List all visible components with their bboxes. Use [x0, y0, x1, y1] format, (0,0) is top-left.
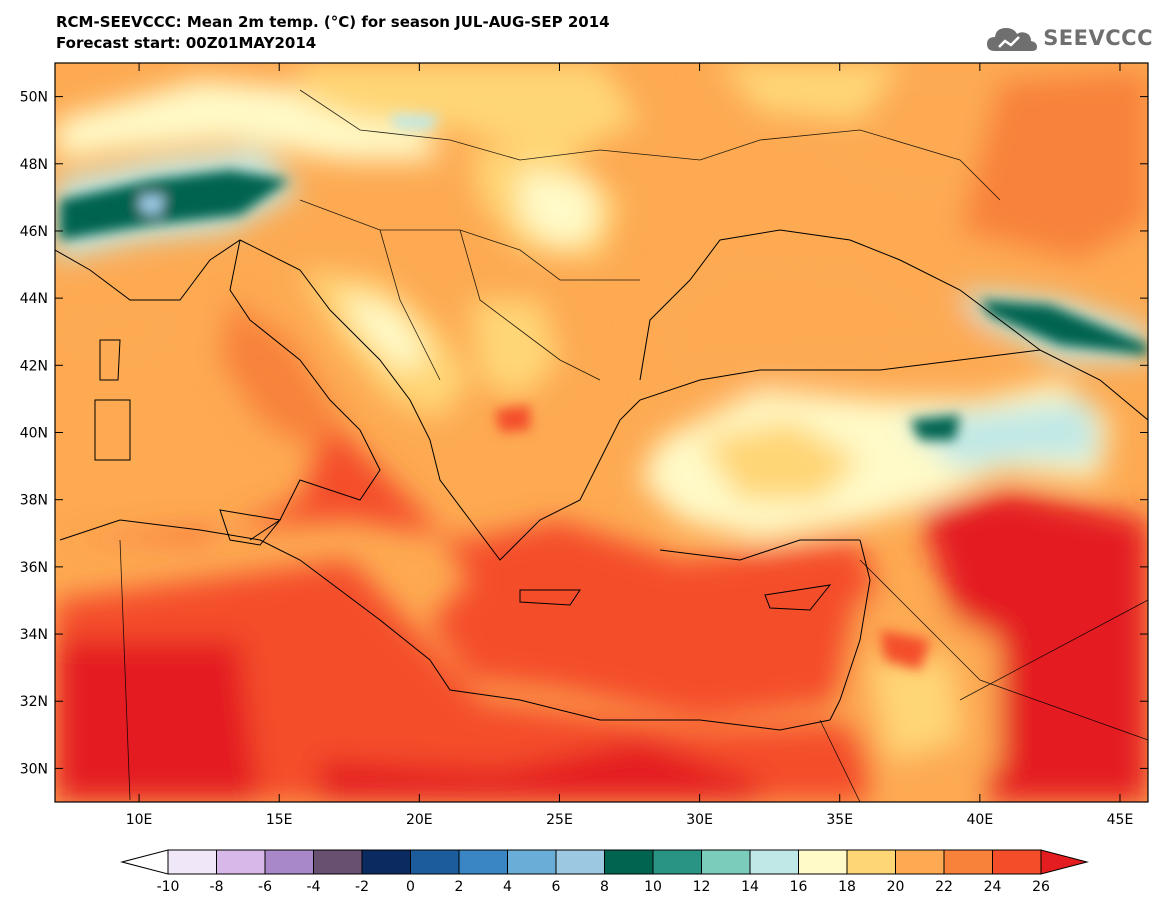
colorbar-cell [410, 849, 460, 875]
lat-tick-label: 36N [20, 560, 48, 576]
colorbar-label: 4 [503, 879, 512, 895]
chart-title: RCM-SEEVCCC: Mean 2m temp. (°C) for seas… [56, 13, 610, 31]
colorbar-cell [458, 849, 508, 875]
colorbar-cell [652, 849, 702, 875]
colorbar-label: -6 [258, 879, 272, 895]
colorbar-cell [895, 849, 945, 875]
colorbar: -10 -8 -6 -4 -2 0 2 4 6 8 10 12 14 16 18 20 22 24 26 [120, 849, 1089, 895]
colorbar-label: 16 [790, 879, 808, 895]
lat-tick-label: 30N [20, 761, 48, 777]
country-borders [119, 89, 1148, 802]
lon-tick-label: 20E [406, 812, 433, 828]
lat-tick-label: 38N [20, 493, 48, 509]
colorbar-cell [313, 849, 363, 875]
lon-tick-label: 10E [126, 812, 153, 828]
lat-tick-label: 42N [20, 358, 48, 374]
colorbar-label: 8 [600, 879, 609, 895]
colorbar-cell [167, 849, 217, 875]
forecast-start-label: Forecast start: 00Z01MAY2014 [56, 34, 317, 52]
colorbar-cell [555, 849, 605, 875]
colorbar-cell [701, 849, 751, 875]
lat-tick-label: 48N [20, 157, 48, 173]
colorbar-cell [264, 849, 314, 875]
colorbar-cell [798, 849, 848, 875]
lat-tick-label: 46N [20, 224, 48, 240]
lon-tick-label: 15E [266, 812, 293, 828]
colorbar-label: 18 [838, 879, 856, 895]
lat-tick-label: 50N [20, 90, 48, 106]
colorbar-label: -10 [157, 879, 180, 895]
colorbar-cell [749, 849, 799, 875]
temperature-field [55, 63, 1148, 802]
colorbar-label: 14 [741, 879, 759, 895]
colorbar-label: 2 [455, 879, 464, 895]
colorbar-cell [846, 849, 896, 875]
colorbar-cell [992, 849, 1042, 875]
colorbar-label: 24 [984, 879, 1002, 895]
colorbar-label: 26 [1032, 879, 1050, 895]
lon-tick-label: 25E [546, 812, 573, 828]
coastlines [55, 229, 1148, 731]
colorbar-cell [361, 849, 411, 875]
colorbar-label: 10 [644, 879, 662, 895]
colorbar-over-triangle [1040, 849, 1089, 875]
lon-tick-label: 45E [1107, 812, 1134, 828]
colorbar-label: 0 [406, 879, 415, 895]
colorbar-cell [216, 849, 266, 875]
colorbar-label: 22 [935, 879, 953, 895]
colorbar-cell [943, 849, 993, 875]
colorbar-label: -4 [307, 879, 321, 895]
cloud-icon [987, 28, 1038, 51]
map-axes: 10E 15E 20E 25E 30E 35E 40E 45E 50N 48N 46N 44N 42N 4… [20, 63, 1148, 828]
colorbar-label: -8 [210, 879, 224, 895]
logo-text: SEEVCCC [1043, 26, 1153, 50]
seevccc-logo: SEEVCCC [985, 20, 1153, 56]
colorbar-cell [604, 849, 654, 875]
colorbar-label: 12 [693, 879, 711, 895]
lat-tick-label: 34N [20, 627, 48, 643]
colorbar-label: 6 [552, 879, 561, 895]
colorbar-label: -2 [355, 879, 369, 895]
lat-tick-label: 40N [20, 426, 48, 442]
colorbar-under-triangle [120, 849, 169, 875]
colorbar-label: 20 [887, 879, 905, 895]
lon-tick-label: 40E [967, 812, 994, 828]
lon-tick-label: 30E [686, 812, 713, 828]
lat-tick-label: 44N [20, 291, 48, 307]
colorbar-cell [507, 849, 557, 875]
lon-tick-label: 35E [826, 812, 853, 828]
lat-tick-label: 32N [20, 694, 48, 710]
